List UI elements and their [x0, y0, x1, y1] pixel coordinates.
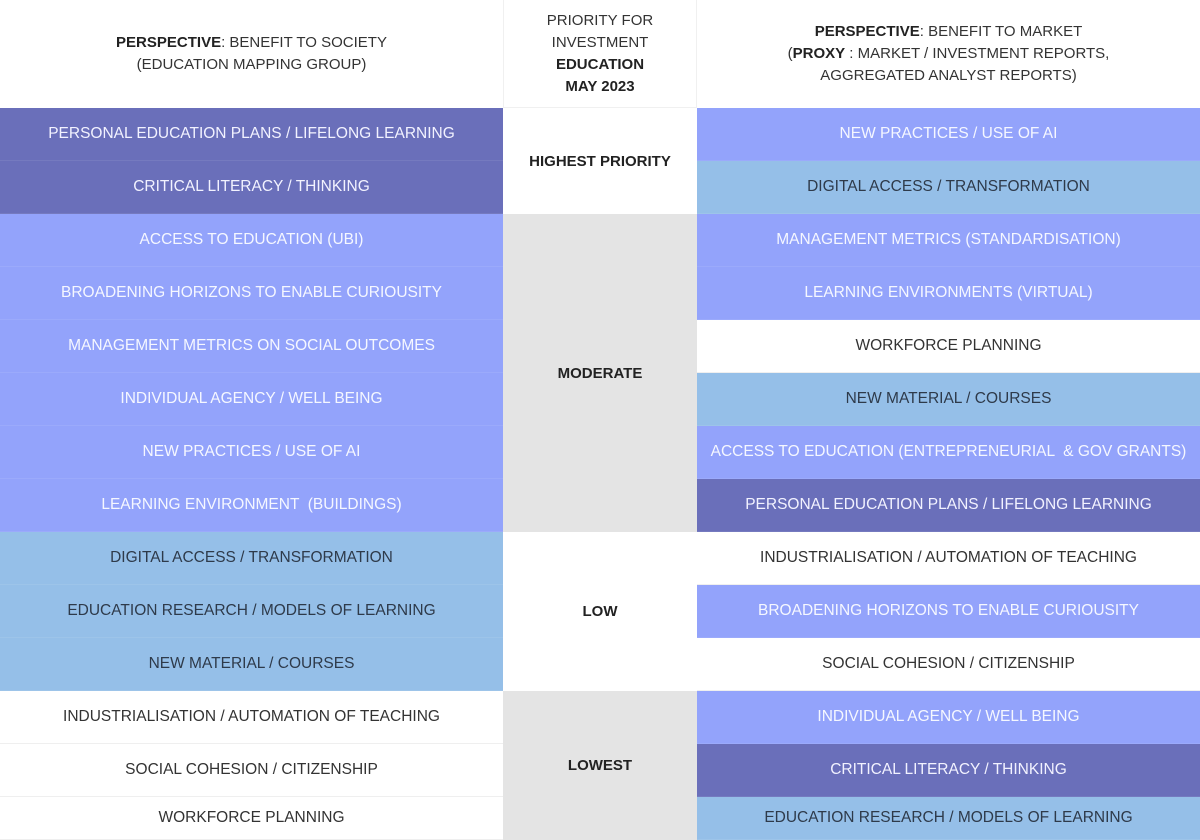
priority-label: LOWEST — [567, 757, 633, 774]
market-item: DIGITAL ACCESS / TRANSFORMATION — [697, 161, 1200, 214]
market-item-label: PERSONAL EDUCATION PLANS / LIFELONG LEAR… — [745, 496, 1152, 513]
market-item: LEARNING ENVIRONMENTS (VIRTUAL) — [697, 267, 1200, 320]
header-mid-line2: INVESTMENT — [551, 33, 649, 51]
header-right-line3: AGGREGATED ANALYST REPORTS) — [820, 67, 1077, 84]
market-item: INDUSTRIALISATION / AUTOMATION OF TEACHI… — [697, 532, 1200, 585]
society-item-label: WORKFORCE PLANNING — [158, 809, 345, 826]
society-item: ACCESS TO EDUCATION (UBI) — [0, 214, 503, 267]
society-item: CRITICAL LITERACY / THINKING — [0, 161, 503, 214]
society-item: NEW PRACTICES / USE OF AI — [0, 426, 503, 479]
society-item-label: PERSONAL EDUCATION PLANS / LIFELONG LEAR… — [48, 125, 455, 142]
market-item-label: ACCESS TO EDUCATION (ENTREPRENEURIAL & G… — [710, 443, 1187, 460]
society-item-label: INDIVIDUAL AGENCY / WELL BEING — [120, 390, 383, 407]
header-market-perspective: PERSPECTIVE: BENEFIT TO MARKET (PROXY : … — [697, 0, 1200, 108]
market-item-label: NEW MATERIAL / COURSES — [845, 390, 1052, 407]
society-item: MANAGEMENT METRICS ON SOCIAL OUTCOMES — [0, 320, 503, 373]
header-right-proxy: PROXY — [792, 45, 846, 62]
market-item: ACCESS TO EDUCATION (ENTREPRENEURIAL & G… — [697, 426, 1200, 479]
society-item: NEW MATERIAL / COURSES — [0, 638, 503, 691]
market-item-label: BROADENING HORIZONS TO ENABLE CURIOUSITY — [758, 602, 1139, 619]
header-right-line2: : MARKET / INVESTMENT REPORTS, — [845, 45, 1110, 62]
market-item: INDIVIDUAL AGENCY / WELL BEING — [697, 691, 1200, 744]
society-item-label: CRITICAL LITERACY / THINKING — [133, 178, 370, 195]
society-item-label: NEW PRACTICES / USE OF AI — [142, 443, 361, 460]
market-item-label: MANAGEMENT METRICS (STANDARDISATION) — [776, 231, 1121, 248]
society-item-label: EDUCATION RESEARCH / MODELS OF LEARNING — [67, 602, 436, 619]
header-mid-line3: EDUCATION — [555, 55, 645, 73]
priority-label: LOW — [582, 603, 618, 620]
market-item-label: WORKFORCE PLANNING — [855, 337, 1042, 354]
market-item-label: DIGITAL ACCESS / TRANSFORMATION — [807, 178, 1090, 195]
market-item-label: INDUSTRIALISATION / AUTOMATION OF TEACHI… — [760, 549, 1137, 566]
header-mid-line4: MAY 2023 — [565, 77, 635, 95]
society-item-label: LEARNING ENVIRONMENT (BUILDINGS) — [101, 496, 402, 513]
priority-band: MODERATE — [503, 214, 697, 532]
market-item-label: NEW PRACTICES / USE OF AI — [839, 125, 1058, 142]
header-society-perspective: PERSPECTIVE: BENEFIT TO SOCIETY (EDUCATI… — [0, 0, 503, 108]
society-item-label: SOCIAL COHESION / CITIZENSHIP — [125, 761, 378, 778]
society-item-label: MANAGEMENT METRICS ON SOCIAL OUTCOMES — [68, 337, 435, 354]
header-left-bold: PERSPECTIVE — [116, 34, 222, 51]
society-item: LEARNING ENVIRONMENT (BUILDINGS) — [0, 479, 503, 532]
header-right-bold: PERSPECTIVE — [814, 23, 920, 40]
society-item-label: NEW MATERIAL / COURSES — [148, 655, 355, 672]
society-item: INDUSTRIALISATION / AUTOMATION OF TEACHI… — [0, 691, 503, 744]
society-item: EDUCATION RESEARCH / MODELS OF LEARNING — [0, 585, 503, 638]
society-item: PERSONAL EDUCATION PLANS / LIFELONG LEAR… — [0, 108, 503, 161]
market-item: NEW PRACTICES / USE OF AI — [697, 108, 1200, 161]
market-item: BROADENING HORIZONS TO ENABLE CURIOUSITY — [697, 585, 1200, 638]
priority-label: HIGHEST PRIORITY — [529, 152, 671, 170]
priority-band: HIGHEST PRIORITY — [503, 108, 697, 214]
society-item: BROADENING HORIZONS TO ENABLE CURIOUSITY — [0, 267, 503, 320]
header-priority: PRIORITY FOR INVESTMENT EDUCATION MAY 20… — [503, 0, 697, 108]
market-item-label: CRITICAL LITERACY / THINKING — [830, 761, 1067, 778]
market-item: CRITICAL LITERACY / THINKING — [697, 744, 1200, 797]
market-item: PERSONAL EDUCATION PLANS / LIFELONG LEAR… — [697, 479, 1200, 532]
society-item: DIGITAL ACCESS / TRANSFORMATION — [0, 532, 503, 585]
society-item: INDIVIDUAL AGENCY / WELL BEING — [0, 373, 503, 426]
society-item: WORKFORCE PLANNING — [0, 797, 503, 840]
priority-band: LOWEST — [503, 691, 697, 840]
society-item-label: DIGITAL ACCESS / TRANSFORMATION — [110, 549, 393, 566]
society-item-label: BROADENING HORIZONS TO ENABLE CURIOUSITY — [61, 284, 442, 301]
header-right-line1: : BENEFIT TO MARKET — [919, 23, 1083, 40]
society-item-label: ACCESS TO EDUCATION (UBI) — [139, 231, 364, 248]
market-item-label: SOCIAL COHESION / CITIZENSHIP — [822, 655, 1075, 672]
priority-label: MODERATE — [557, 364, 643, 382]
society-item-label: INDUSTRIALISATION / AUTOMATION OF TEACHI… — [63, 708, 440, 725]
market-item: MANAGEMENT METRICS (STANDARDISATION) — [697, 214, 1200, 267]
market-item: NEW MATERIAL / COURSES — [697, 373, 1200, 426]
market-item-label: LEARNING ENVIRONMENTS (VIRTUAL) — [804, 284, 1093, 301]
header-mid-line1: PRIORITY FOR — [546, 11, 654, 29]
market-item: SOCIAL COHESION / CITIZENSHIP — [697, 638, 1200, 691]
header-left-line2: (EDUCATION MAPPING GROUP) — [136, 56, 367, 73]
header-left-line1: : BENEFIT TO SOCIETY — [221, 34, 387, 51]
society-item: SOCIAL COHESION / CITIZENSHIP — [0, 744, 503, 797]
market-item: EDUCATION RESEARCH / MODELS OF LEARNING — [697, 797, 1200, 840]
header-right-paren: ( — [787, 45, 793, 62]
priority-band: LOW — [503, 532, 697, 691]
market-item: WORKFORCE PLANNING — [697, 320, 1200, 373]
market-item-label: EDUCATION RESEARCH / MODELS OF LEARNING — [764, 809, 1133, 826]
market-item-label: INDIVIDUAL AGENCY / WELL BEING — [817, 708, 1080, 725]
